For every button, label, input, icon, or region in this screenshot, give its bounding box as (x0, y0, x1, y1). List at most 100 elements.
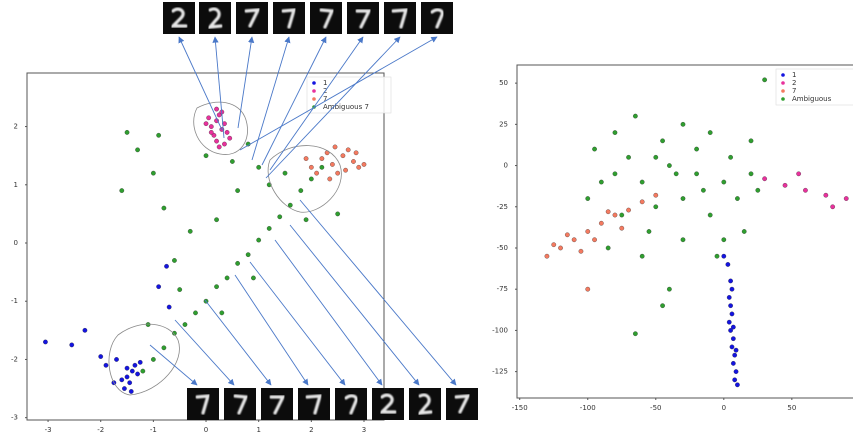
point (151, 170, 156, 176)
point (782, 182, 788, 188)
point (135, 147, 140, 153)
x-tick-label: 0 (722, 404, 726, 412)
x-tick-label: -50 (650, 404, 661, 412)
point (298, 188, 304, 193)
legend-box (306, 76, 392, 114)
point (714, 253, 720, 259)
point (612, 212, 618, 218)
arrow (251, 36, 291, 161)
point (335, 211, 341, 217)
point (667, 163, 672, 168)
point (216, 144, 222, 150)
y-tick-label: -2 (11, 355, 18, 363)
point (796, 171, 801, 177)
x-tick-label: -100 (580, 404, 596, 412)
point (214, 284, 219, 290)
point (124, 365, 130, 371)
point (680, 237, 686, 243)
point (114, 357, 119, 362)
point (340, 153, 346, 159)
point (729, 344, 735, 350)
point (128, 389, 134, 394)
point (166, 304, 172, 310)
point (135, 371, 140, 377)
point (729, 286, 735, 292)
point (256, 164, 262, 170)
point (762, 77, 767, 83)
point (230, 159, 235, 164)
x-tick-label: 0 (204, 426, 208, 434)
point (235, 261, 240, 266)
point (353, 150, 359, 156)
point (605, 245, 611, 251)
arrow (299, 199, 457, 386)
arrow (212, 36, 225, 139)
point (762, 176, 767, 182)
x-tick-label: 3 (362, 426, 366, 434)
point (206, 115, 212, 121)
point (211, 132, 217, 138)
point (592, 237, 597, 243)
point (164, 263, 169, 269)
point (356, 164, 362, 170)
y-tick-label: -100 (492, 326, 508, 334)
x-tick-label: 1 (256, 426, 260, 434)
y-tick-label: -75 (497, 285, 508, 293)
point (343, 167, 348, 173)
point (103, 362, 109, 368)
point (626, 154, 631, 160)
point (728, 303, 733, 309)
point (626, 207, 631, 213)
point (726, 319, 732, 325)
legend-label: Ambiguous 7 (323, 103, 369, 111)
point (843, 196, 849, 201)
legend-label: 2 (792, 79, 796, 87)
digit-stroke (378, 393, 397, 414)
point (639, 199, 645, 205)
point (222, 141, 227, 147)
y-tick-label: 2 (14, 123, 18, 131)
point (673, 171, 679, 177)
point (219, 310, 225, 316)
point (660, 138, 665, 144)
point (214, 106, 219, 112)
arrow (265, 36, 401, 179)
point (585, 286, 591, 292)
point (156, 132, 161, 138)
point (208, 124, 214, 129)
arrow (234, 274, 309, 386)
point (245, 252, 251, 258)
legend-marker (312, 97, 316, 101)
point (728, 328, 733, 333)
point (728, 154, 733, 160)
digit-image (298, 388, 330, 420)
digit-stroke (416, 393, 433, 415)
point (735, 196, 740, 201)
point (733, 369, 739, 374)
legend-label: 1 (323, 79, 327, 87)
digit-stroke (391, 8, 409, 29)
cluster-outline (108, 323, 180, 396)
digit-image (384, 2, 416, 34)
point (732, 377, 738, 383)
point (308, 164, 314, 170)
point (741, 229, 747, 234)
point (256, 237, 262, 243)
y-tick-label: 0 (14, 239, 18, 247)
x-tick-label: -2 (97, 426, 104, 434)
x-tick-label: -1 (150, 426, 157, 434)
point (287, 202, 293, 208)
arrow (269, 36, 364, 171)
digit-stroke (195, 394, 211, 415)
point (119, 377, 125, 383)
point (633, 331, 638, 337)
point (203, 153, 209, 159)
point (345, 147, 351, 153)
y-tick-label: 1 (14, 181, 18, 189)
point (127, 380, 133, 386)
point (119, 188, 125, 193)
point (729, 311, 735, 317)
point (707, 212, 713, 218)
digit-stroke (344, 394, 358, 415)
